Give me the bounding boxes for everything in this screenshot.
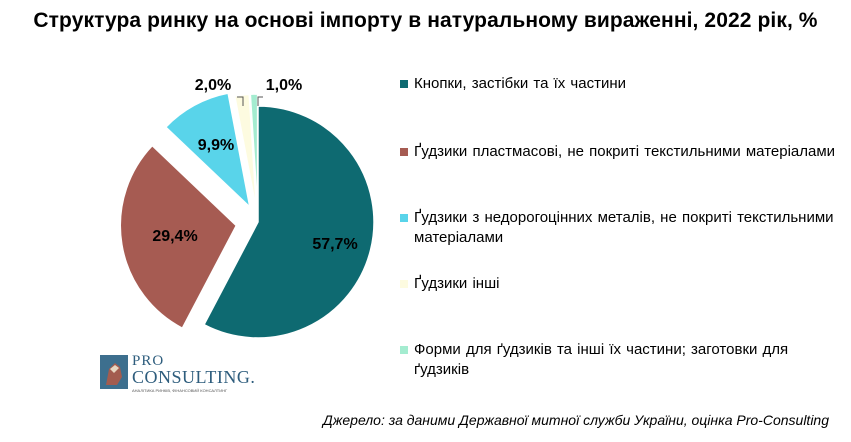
legend-swatch	[400, 148, 408, 156]
legend-swatch	[400, 214, 408, 222]
slice-label-2: 29,4%	[152, 228, 197, 245]
legend-label: Кнопки, застібки та їх частини	[414, 75, 627, 92]
legend-item: Ґудзики пластмасові, не покриті текстиль…	[400, 142, 840, 162]
legend-item: Ґудзики інші	[400, 274, 840, 294]
legend-item: Ґудзики з недорогоцінних металів, не пок…	[400, 208, 840, 248]
logo-tagline: АНАЛІТИКА РИНКІВ, ФІНАНСОВИЙ КОНСАЛТИНГ	[132, 388, 228, 393]
pie-slice-2	[119, 144, 238, 330]
logo-emblem-icon	[100, 355, 128, 389]
legend-item: Кнопки, застібки та їх частини	[400, 74, 840, 94]
pie-slice-4	[233, 93, 258, 211]
source-note: Джерело: за даними Державної митної служ…	[322, 412, 829, 428]
pie-slice-3	[164, 92, 252, 210]
leader-line-2	[257, 96, 263, 106]
leader-line-1	[237, 96, 244, 106]
legend-label: Ґудзики з недорогоцінних металів, не пок…	[414, 209, 834, 246]
legend-label: Ґудзики пластмасові, не покриті текстиль…	[414, 143, 836, 160]
chart-title: Структура ринку на основі імпорту в нату…	[33, 9, 818, 32]
pie-slice-1	[203, 105, 375, 339]
slice-label-4: 2,0%	[195, 77, 231, 94]
legend-swatch	[400, 346, 408, 354]
slice-label-1: 57,7%	[312, 236, 357, 253]
slice-label-5: 1,0%	[266, 77, 302, 94]
pie-chart: 57,7% 29,4% 9,9% 2,0% 1,0%	[119, 77, 375, 339]
pie-slice-5	[249, 93, 259, 211]
legend-swatch	[400, 80, 408, 88]
pro-consulting-logo: PRO CONSULTING. АНАЛІТИКА РИНКІВ, ФІНАНС…	[100, 353, 255, 393]
logo-pro-text: PRO	[132, 353, 165, 369]
legend-swatch	[400, 280, 408, 288]
legend-label: Форми для ґудзиків та інші їх частини; з…	[414, 341, 789, 378]
legend-label: Ґудзики інші	[414, 275, 500, 292]
slice-label-3: 9,9%	[198, 137, 234, 154]
legend-item: Форми для ґудзиків та інші їх частини; з…	[400, 340, 840, 380]
logo-consulting-text: CONSULTING.	[132, 367, 256, 387]
